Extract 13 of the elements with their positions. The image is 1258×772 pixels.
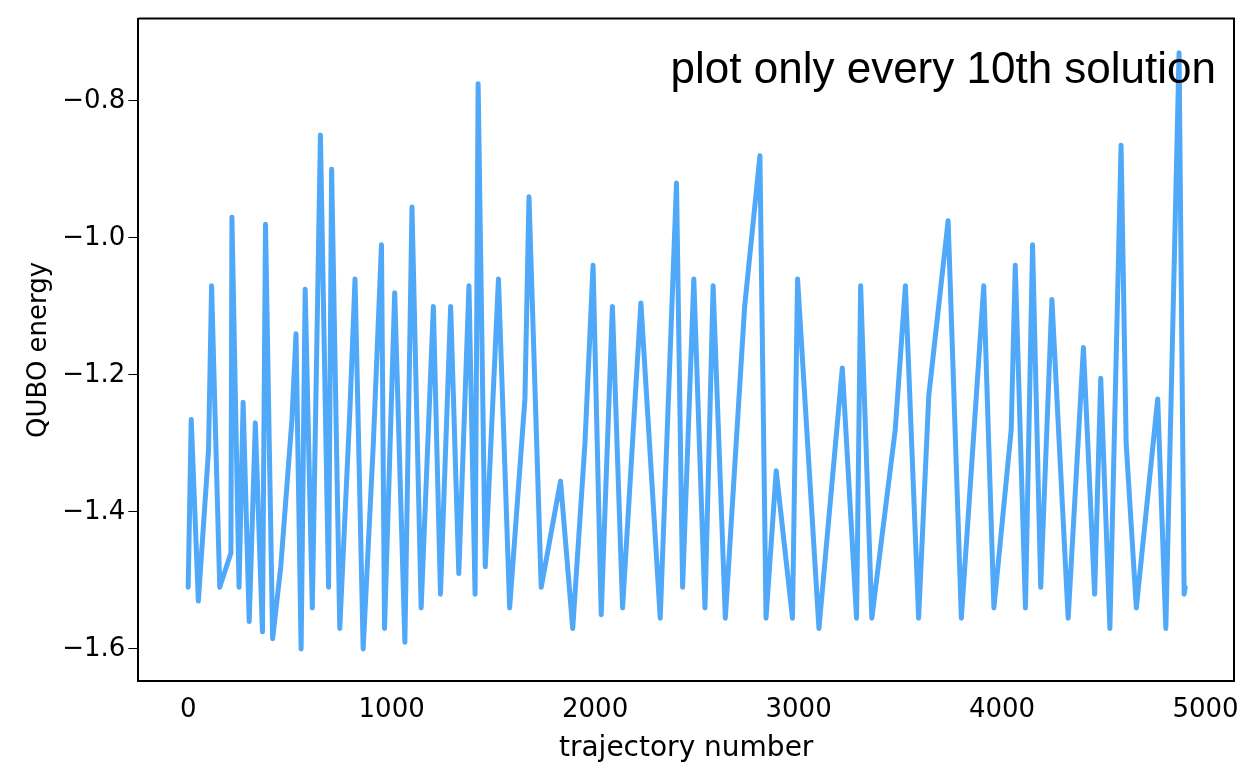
x-tick-label: 3000: [765, 692, 832, 723]
y-tick-label: −1.2: [62, 357, 126, 388]
y-tick-label: −1.0: [62, 220, 126, 251]
y-tick-label: −1.6: [62, 631, 126, 662]
y-axis-title: QUBO energy: [22, 261, 53, 438]
x-tick-label: 0: [179, 692, 197, 723]
x-tick-label: 1000: [358, 692, 425, 723]
x-tick-label: 2000: [562, 692, 629, 723]
y-tick-label: −1.4: [62, 494, 126, 525]
x-tick-label: 5000: [1172, 692, 1239, 723]
y-tick-label: −0.8: [62, 83, 126, 114]
x-tick-label: 4000: [968, 692, 1036, 723]
x-axis-title: trajectory number: [558, 730, 814, 764]
